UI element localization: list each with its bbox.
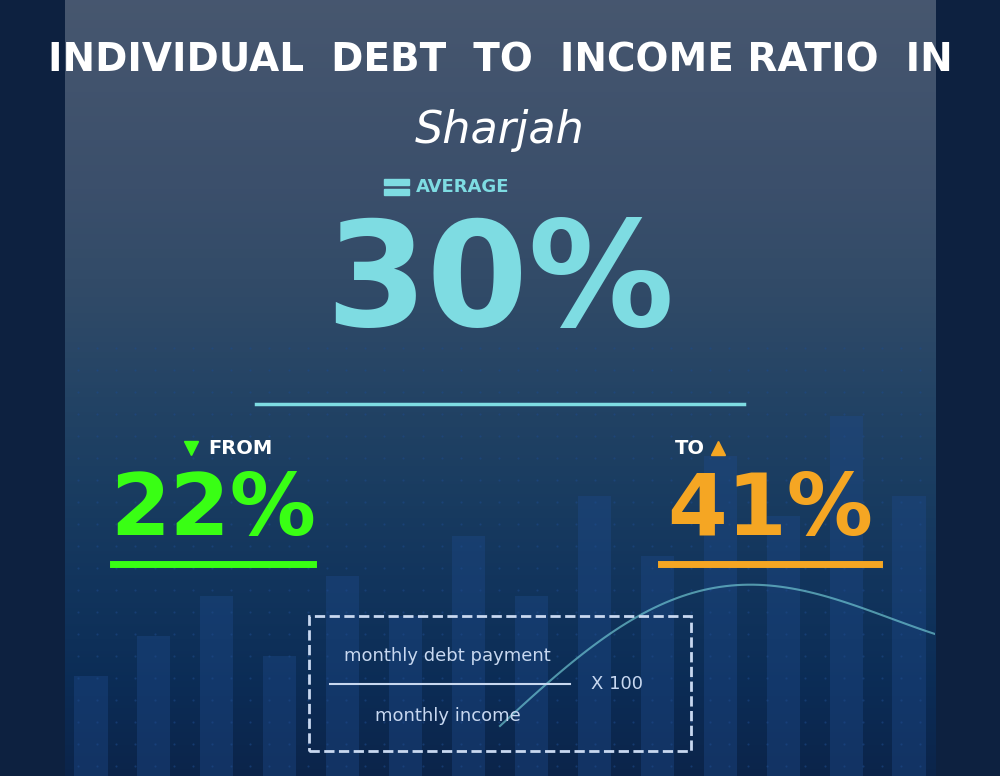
Bar bbox=[704, 456, 737, 776]
FancyBboxPatch shape bbox=[384, 189, 409, 195]
Bar bbox=[74, 676, 108, 776]
Text: TO: TO bbox=[675, 438, 705, 458]
Text: monthly debt payment: monthly debt payment bbox=[344, 647, 551, 665]
Bar bbox=[452, 536, 485, 776]
Bar bbox=[137, 636, 170, 776]
Text: 41%: 41% bbox=[667, 469, 873, 553]
FancyBboxPatch shape bbox=[384, 179, 409, 185]
Bar bbox=[200, 596, 233, 776]
Bar bbox=[641, 556, 674, 776]
Bar bbox=[767, 516, 800, 776]
Bar bbox=[326, 576, 359, 776]
Text: Sharjah: Sharjah bbox=[415, 109, 585, 153]
Bar bbox=[892, 496, 926, 776]
Text: 30%: 30% bbox=[325, 216, 675, 356]
Text: X 100: X 100 bbox=[591, 675, 643, 693]
Bar bbox=[830, 416, 863, 776]
Text: monthly income: monthly income bbox=[375, 707, 521, 725]
Bar bbox=[578, 496, 611, 776]
Text: 22%: 22% bbox=[110, 469, 316, 553]
Bar bbox=[263, 656, 296, 776]
Text: AVERAGE: AVERAGE bbox=[416, 178, 509, 196]
Bar bbox=[389, 616, 422, 776]
Text: FROM: FROM bbox=[208, 438, 273, 458]
Bar bbox=[515, 596, 548, 776]
Text: INDIVIDUAL  DEBT  TO  INCOME RATIO  IN: INDIVIDUAL DEBT TO INCOME RATIO IN bbox=[48, 42, 952, 80]
